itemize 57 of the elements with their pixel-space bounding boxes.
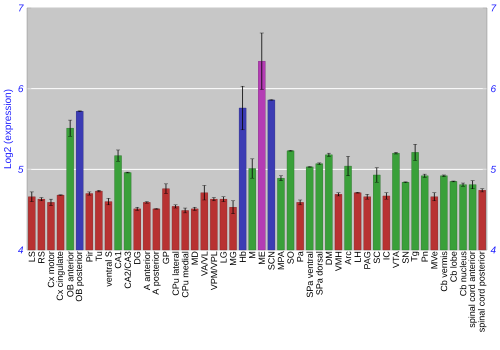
x-tick-label: Cb vermis: [440, 252, 448, 292]
x-tick-label: Pir: [86, 251, 93, 262]
y2-tick-label: 6: [491, 85, 496, 92]
x-tick-label: SPa ventral: [306, 252, 314, 298]
x-tick-label: VPM/VPL: [210, 251, 218, 290]
x-tick-label: LG: [220, 252, 227, 262]
x-tick-label: RS: [38, 252, 45, 263]
x-tick-label: MPA: [278, 251, 284, 270]
x-tick-label: Cb lobe: [450, 252, 457, 282]
x-tick-label: Cx cingulate: [56, 252, 65, 300]
x-tick-label: SN: [402, 252, 409, 264]
y2-tick-label: 4: [490, 246, 496, 254]
x-tick-label: OB anterior: [66, 251, 74, 297]
x-tick-label: M: [249, 252, 256, 258]
y-tick-label: 6: [18, 85, 24, 92]
x-tick-label: CA1: [114, 252, 122, 268]
x-tick-label: SCN: [268, 252, 275, 270]
x-tick-label: Pa: [296, 251, 304, 262]
x-tick-label: MG: [230, 252, 236, 265]
x-tick-label: CA2/CA3: [124, 252, 131, 288]
x-tick-label: GP: [162, 252, 170, 264]
x-tick-label: DG: [134, 252, 140, 264]
y-tick-label: 4: [18, 246, 24, 254]
x-tick-label: Arc: [344, 251, 352, 265]
y-axis-title: Log2 (expression): [4, 90, 14, 168]
x-tick-label: VA/VL: [200, 251, 208, 276]
x-tick-label: Pn: [422, 252, 428, 262]
y-tick-label: 5: [18, 166, 24, 173]
x-tick-label: SPa dorsal: [316, 252, 323, 295]
x-tick-label: VMH: [335, 252, 342, 272]
x-tick-label: ventral S: [105, 252, 112, 287]
x-tick-label: IC: [383, 252, 390, 260]
x-tick-label: Cx motor: [48, 251, 54, 288]
x-tick-label: spinal cord posterior: [478, 251, 486, 332]
x-tick-label: CPu lateral: [172, 252, 179, 296]
x-tick-label: Cb nucleus: [460, 252, 466, 296]
x-tick-label: A anterior: [143, 251, 150, 290]
x-tick-label: Tg: [411, 252, 420, 262]
y2-tick-label: 7: [492, 4, 496, 12]
y-tick-label: 7: [18, 4, 24, 12]
x-tick-label: DM: [326, 252, 332, 264]
x-tick-label: Tu: [96, 252, 102, 262]
x-tick-label: LS: [28, 252, 35, 262]
x-tick-label: VTA: [392, 251, 400, 268]
y2-tick-label: 5: [490, 166, 496, 173]
x-tick-label: PAG: [364, 252, 370, 269]
x-tick-label: SC: [374, 252, 380, 264]
x-tick-label: A posterior: [152, 251, 161, 295]
x-tick-label: MD: [192, 252, 198, 264]
x-tick-label: Hb: [239, 252, 246, 262]
x-tick-label: CPu medial: [182, 252, 188, 298]
x-tick-label: MVe: [431, 252, 438, 268]
x-tick-label: ME: [258, 252, 265, 264]
x-tick-label: SO: [287, 252, 294, 264]
x-tick-label: spinal cord anterior: [468, 251, 477, 328]
x-tick-label: OB posterior: [76, 251, 84, 302]
x-tick-label: LH: [354, 252, 361, 262]
